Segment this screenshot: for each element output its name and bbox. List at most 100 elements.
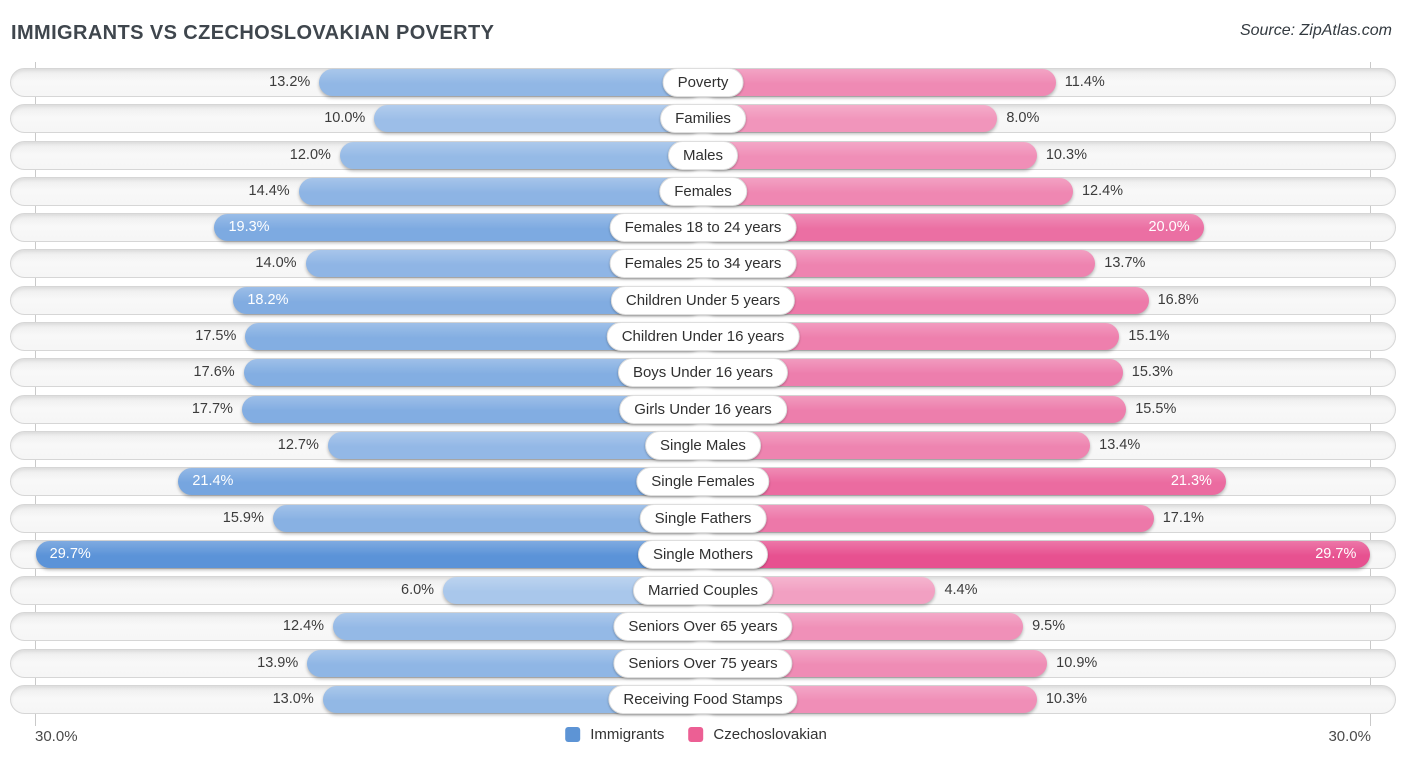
czechoslovakian-bar [703, 141, 1037, 169]
category-label: Single Mothers [637, 539, 769, 569]
category-label: Girls Under 16 years [619, 394, 787, 424]
immigrants-value-label: 15.9% [222, 509, 264, 526]
legend-label-czechoslovakian: Czechoslovakian [713, 726, 827, 744]
chart-rows: 13.2% 11.4% Poverty 10.0% 8.0% Families 12.0% 1… [10, 68, 1396, 715]
immigrants-value-label: 14.0% [255, 255, 297, 272]
category-label: Families [660, 104, 746, 134]
page-title: IMMIGRANTS VS CZECHOSLOVAKIAN POVERTY [11, 22, 495, 44]
category-label: Married Couples [632, 576, 774, 606]
czechoslovakian-bar [703, 468, 1226, 496]
immigrants-value-label: 13.2% [269, 74, 311, 90]
immigrants-value-label: 19.3% [228, 219, 270, 236]
chart-row: 10.0% 8.0% Families [10, 104, 1396, 134]
immigrants-value-label: 12.7% [277, 436, 319, 453]
czechoslovakian-bar [703, 431, 1091, 459]
source-credit[interactable]: Source: ZipAtlas.com [1239, 22, 1392, 39]
category-label: Single Females [636, 467, 770, 497]
czechoslovakian-value-label: 9.5% [1032, 618, 1066, 635]
czechoslovakian-bar [703, 504, 1154, 532]
chart-row: 19.3% 20.0% Females 18 to 24 years [10, 213, 1396, 243]
czechoslovakian-value-label: 11.4% [1064, 74, 1105, 90]
chart-row: 17.5% 15.1% Children Under 16 years [10, 322, 1396, 352]
chart-row: 21.4% 21.3% Single Females [10, 467, 1396, 497]
chart-row: 13.9% 10.9% Seniors Over 75 years [10, 648, 1396, 678]
immigrants-value-label: 21.4% [192, 473, 234, 490]
chart-area: 13.2% 11.4% Poverty 10.0% 8.0% Families 12.0% 1… [10, 62, 1396, 727]
immigrants-value-label: 6.0% [401, 582, 435, 599]
immigrants-bar [374, 105, 703, 133]
czechoslovakian-value-label: 21.3% [1170, 473, 1212, 490]
category-label: Single Males [645, 430, 761, 460]
czechoslovakian-value-label: 17.1% [1162, 509, 1204, 526]
immigrants-value-label: 14.4% [248, 182, 290, 199]
immigrants-value-label: 12.4% [282, 618, 325, 635]
czechoslovakian-value-label: 10.3% [1045, 146, 1087, 163]
chart-row: 13.0% 10.3% Receiving Food Stamps [10, 685, 1396, 715]
czechoslovakian-value-label: 10.9% [1056, 654, 1098, 671]
immigrants-value-label: 17.5% [195, 328, 237, 345]
czechoslovakian-value-label: 4.4% [944, 582, 978, 599]
category-label: Females 25 to 34 years [609, 249, 797, 279]
immigrants-bar [35, 540, 703, 568]
right-axis-max-label: 30.0% [1328, 728, 1371, 746]
category-label: Children Under 16 years [606, 322, 800, 352]
category-label: Females [659, 176, 747, 206]
immigrants-value-label: 29.7% [49, 545, 91, 562]
chart-row: 14.4% 12.4% Females [10, 176, 1396, 206]
czechoslovakian-value-label: 29.7% [1315, 545, 1357, 562]
immigrants-bar [298, 177, 703, 205]
czechoslovakian-value-label: 13.7% [1104, 255, 1146, 272]
legend: Immigrants Czechoslovakian [565, 726, 841, 743]
chart-row: 14.0% 13.7% Females 25 to 34 years [10, 249, 1396, 279]
chart-row: 12.0% 10.3% Males [10, 140, 1396, 170]
category-label: Children Under 5 years [610, 285, 796, 315]
immigrants-bar [339, 141, 703, 169]
immigrants-value-label: 12.0% [289, 146, 331, 163]
left-axis-line [35, 62, 36, 727]
category-label: Females 18 to 24 years [609, 213, 797, 243]
chart-header: IMMIGRANTS VS CZECHOSLOVAKIAN POVERTY So… [0, 0, 1406, 62]
legend-label-immigrants: Immigrants [590, 726, 665, 744]
chart-row: 17.7% 15.5% Girls Under 16 years [10, 394, 1396, 424]
czechoslovakian-value-label: 12.4% [1081, 182, 1124, 199]
chart-footer: 30.0% Immigrants Czechoslovakian 30.0% [10, 724, 1396, 754]
czechoslovakian-value-label: 15.5% [1135, 400, 1177, 417]
legend-swatch-immigrants [565, 727, 581, 743]
immigrants-bar [178, 468, 703, 496]
chart-row: 29.7% 29.7% Single Mothers [10, 539, 1396, 569]
legend-swatch-czechoslovakian [688, 727, 704, 743]
left-axis-max-label: 30.0% [35, 728, 78, 746]
immigrants-bar [272, 504, 703, 532]
immigrants-bar [319, 69, 703, 96]
immigrants-value-label: 17.7% [191, 400, 233, 417]
czechoslovakian-value-label: 13.4% [1099, 436, 1141, 453]
category-label: Seniors Over 65 years [613, 612, 793, 642]
right-axis-line [1370, 62, 1371, 727]
immigrants-value-label: 13.0% [272, 691, 314, 708]
category-label: Poverty [662, 68, 744, 97]
chart-row: 12.7% 13.4% Single Males [10, 430, 1396, 460]
czechoslovakian-value-label: 15.3% [1131, 364, 1173, 381]
category-label: Seniors Over 75 years [613, 648, 793, 678]
czechoslovakian-value-label: 8.0% [1006, 110, 1040, 127]
category-label: Single Fathers [639, 503, 767, 533]
immigrants-value-label: 10.0% [324, 110, 366, 127]
chart-row: 13.2% 11.4% Poverty [10, 68, 1396, 97]
czechoslovakian-value-label: 16.8% [1157, 291, 1199, 308]
chart-row: 12.4% 9.5% Seniors Over 65 years [10, 612, 1396, 642]
immigrants-value-label: 17.6% [193, 364, 235, 381]
czechoslovakian-bar [703, 540, 1371, 568]
immigrants-value-label: 18.2% [247, 291, 289, 308]
chart-row: 6.0% 4.4% Married Couples [10, 576, 1396, 606]
czechoslovakian-value-label: 10.3% [1045, 691, 1087, 708]
immigrants-value-label: 13.9% [257, 654, 299, 671]
category-label: Males [667, 140, 739, 170]
czechoslovakian-value-label: 15.1% [1128, 328, 1170, 345]
czechoslovakian-bar [703, 69, 1056, 96]
chart-row: 15.9% 17.1% Single Fathers [10, 503, 1396, 533]
czechoslovakian-bar [703, 177, 1073, 205]
czechoslovakian-value-label: 20.0% [1148, 219, 1190, 236]
chart-row: 17.6% 15.3% Boys Under 16 years [10, 358, 1396, 388]
immigrants-bar [327, 431, 703, 459]
category-label: Receiving Food Stamps [608, 685, 798, 715]
